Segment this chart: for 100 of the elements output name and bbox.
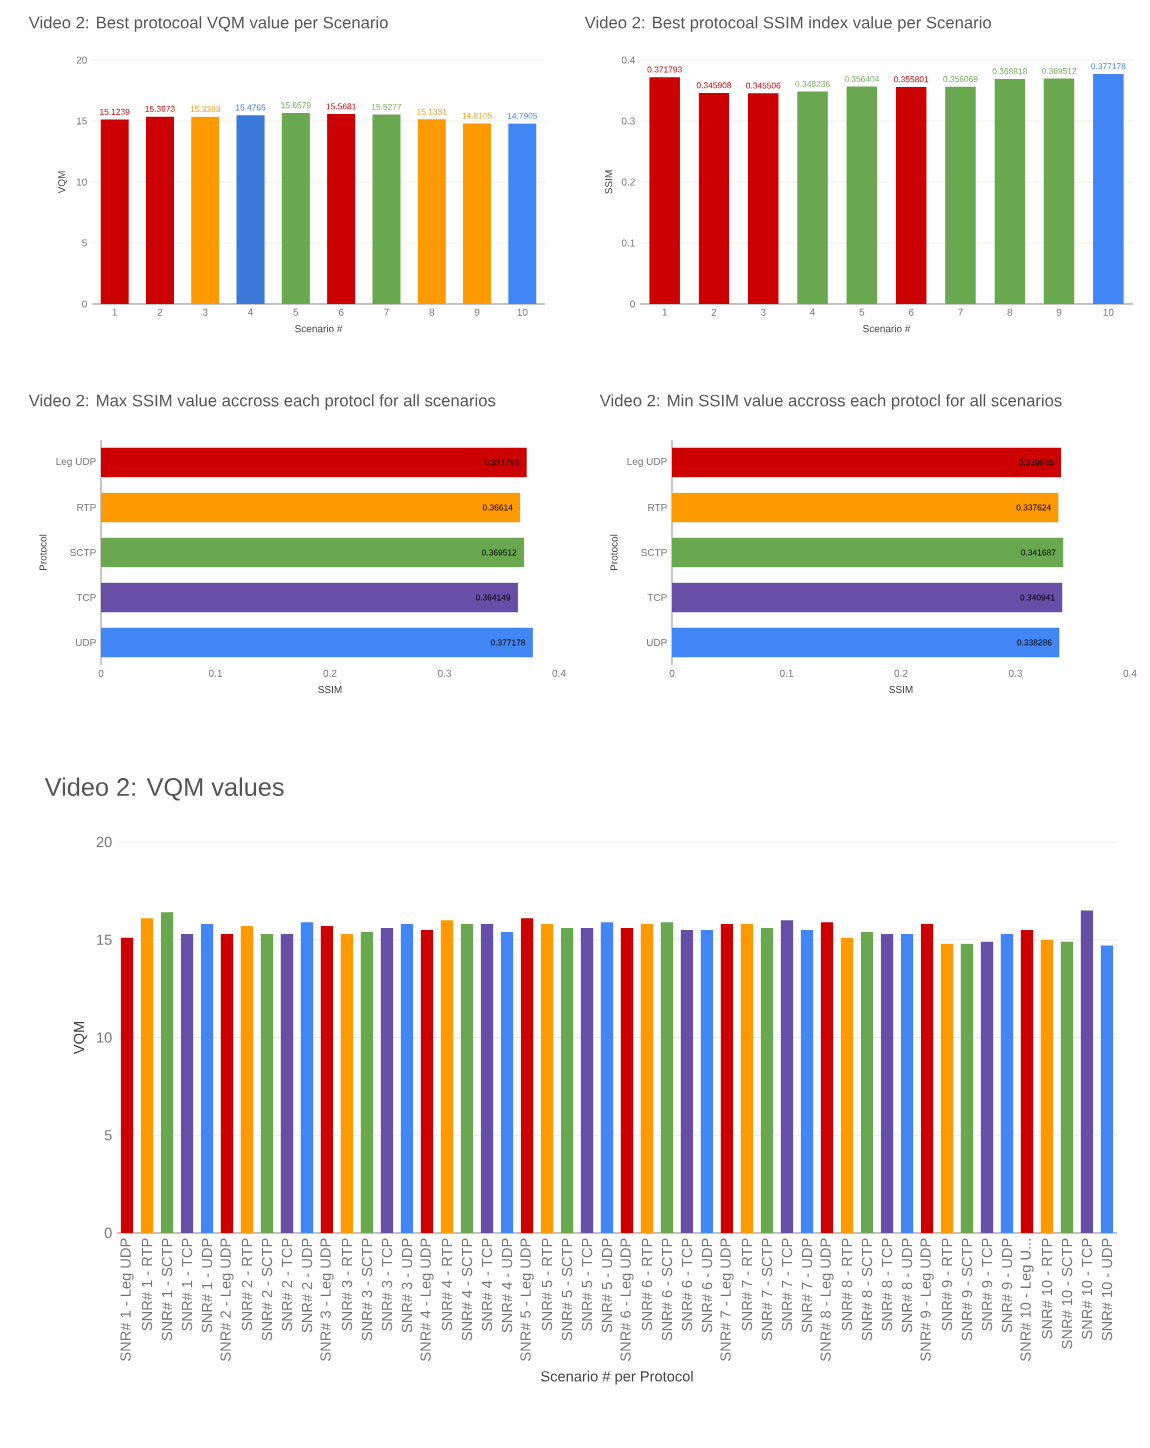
x-tick-label: 0.2 bbox=[894, 669, 908, 677]
x-tick-label: 0.4 bbox=[552, 669, 566, 677]
y-axis-title: VQM bbox=[73, 1022, 87, 1055]
data-label: 0.345506 bbox=[746, 82, 781, 89]
data-label: 0.356069 bbox=[943, 76, 978, 83]
x-tick-label: SNR# 10 - TCP bbox=[1081, 1238, 1093, 1339]
x-tick-label: 4 bbox=[248, 308, 254, 316]
y-tick-label: UDP bbox=[646, 639, 667, 646]
bar bbox=[508, 123, 537, 304]
x-tick-label: SNR# 1 - TCP bbox=[181, 1238, 193, 1331]
y-tick-label: 0.2 bbox=[621, 178, 635, 186]
x-tick-label: 4 bbox=[810, 308, 816, 316]
x-tick-label: 2 bbox=[157, 308, 163, 316]
bar bbox=[145, 116, 174, 304]
bar bbox=[236, 115, 265, 304]
x-tick-label: SNR# 10 - SCTP bbox=[1061, 1238, 1073, 1349]
x-tick-label: SNR# 2 - Leg UDP bbox=[220, 1238, 234, 1361]
x-axis-title: Scenario # bbox=[295, 324, 343, 333]
x-tick-label: SNR# 1 - Leg UDP bbox=[120, 1238, 134, 1361]
x-tick-label: SNR# 6 - TCP bbox=[681, 1238, 693, 1331]
y-axis-title: Protocol bbox=[610, 534, 618, 571]
data-label: 15.1331 bbox=[417, 108, 447, 115]
data-label: 15.3673 bbox=[145, 105, 175, 112]
y-tick-label: 5 bbox=[82, 239, 87, 247]
x-tick-label: SNR# 6 - UDP bbox=[701, 1238, 713, 1333]
bar bbox=[994, 79, 1026, 304]
data-label: 14.8105 bbox=[462, 112, 492, 119]
bar bbox=[797, 91, 828, 304]
x-tick-label: SNR# 8 - RTP bbox=[841, 1238, 853, 1331]
x-tick-label: 0.2 bbox=[323, 669, 337, 677]
bar bbox=[1093, 73, 1124, 304]
x-tick-label: SNR# 2 - TCP bbox=[281, 1238, 293, 1331]
data-label: 0.341687 bbox=[1021, 549, 1056, 556]
data-label: 0.368818 bbox=[992, 68, 1027, 75]
bar bbox=[895, 86, 927, 304]
x-tick-label: SNR# 8 - UDP bbox=[901, 1238, 913, 1333]
data-label: 0.377178 bbox=[490, 639, 526, 646]
x-tick-label: 9 bbox=[474, 308, 480, 316]
data-label: 15.1239 bbox=[100, 108, 130, 115]
bar bbox=[372, 114, 401, 304]
x-tick-label: SNR# 5 - RTP bbox=[541, 1238, 553, 1331]
x-tick-label: 1 bbox=[662, 308, 667, 316]
x-tick-label: SNR# 2 - UDP bbox=[301, 1238, 313, 1333]
x-tick-label: 10 bbox=[517, 308, 528, 316]
data-label: 0.345908 bbox=[696, 82, 732, 89]
bar bbox=[698, 92, 730, 304]
x-tick-label: 7 bbox=[958, 308, 963, 316]
x-tick-label: 1 bbox=[112, 308, 117, 316]
x-tick-label: SNR# 3 - RTP bbox=[341, 1238, 353, 1331]
x-tick-label: 3 bbox=[202, 308, 208, 316]
data-label: 0.364149 bbox=[475, 594, 511, 601]
bar bbox=[417, 119, 446, 304]
y-tick-label: 15 bbox=[76, 117, 87, 125]
y-axis-title: SSIM bbox=[605, 170, 613, 194]
x-tick-label: SNR# 4 - SCTP bbox=[461, 1238, 473, 1341]
x-tick-label: SNR# 10 - RTP bbox=[1041, 1238, 1053, 1339]
x-tick-label: SNR# 1 - RTP bbox=[141, 1238, 153, 1331]
chart-title: Video 2: Max SSIM value accross each protocl for all scenarios bbox=[28, 394, 496, 410]
y-axis-title: Protocol bbox=[39, 534, 47, 571]
x-tick-label: SNR# 10 - Leg U... bbox=[1020, 1239, 1034, 1361]
x-tick-label: SNR# 6 - Leg UDP bbox=[620, 1238, 634, 1361]
x-tick-label: SNR# 4 - UDP bbox=[501, 1238, 513, 1333]
x-tick-label: 6 bbox=[908, 308, 914, 316]
x-tick-label: 0.4 bbox=[1123, 669, 1137, 677]
x-tick-label: 5 bbox=[293, 308, 299, 316]
x-tick-label: SNR# 9 - SCTP bbox=[961, 1238, 973, 1341]
x-tick-label: SNR# 3 - SCTP bbox=[361, 1238, 373, 1341]
x-tick-label: 3 bbox=[760, 308, 766, 316]
y-tick-label: 0 bbox=[82, 300, 87, 308]
y-tick-label: 0.3 bbox=[621, 117, 635, 125]
x-tick-label: 7 bbox=[384, 308, 389, 316]
x-tick-label: 0 bbox=[669, 669, 675, 677]
data-label: 15.3383 bbox=[190, 106, 221, 113]
x-tick-label: 10 bbox=[1103, 308, 1114, 316]
data-label: 15.6579 bbox=[281, 102, 311, 109]
x-tick-label: SNR# 1 - UDP bbox=[201, 1238, 213, 1333]
y-tick-label: Leg UDP bbox=[56, 458, 96, 467]
y-tick-label: RTP bbox=[648, 504, 667, 511]
bar bbox=[463, 123, 492, 304]
x-tick-label: 8 bbox=[1007, 308, 1013, 316]
y-tick-label: RTP bbox=[77, 504, 96, 511]
y-tick-label: SCTP bbox=[70, 548, 96, 557]
x-tick-label: 2 bbox=[711, 308, 717, 316]
x-tick-label: SNR# 8 - TCP bbox=[881, 1238, 893, 1331]
data-label: 15.4765 bbox=[236, 104, 266, 111]
y-tick-label: UDP bbox=[75, 639, 96, 646]
data-label: 0.337624 bbox=[1016, 504, 1051, 511]
data-label: 0.338286 bbox=[1017, 639, 1052, 646]
y-axis-title: VQM bbox=[58, 171, 67, 194]
y-tick-label: 0.4 bbox=[621, 56, 635, 64]
data-label: 0.36614 bbox=[482, 504, 513, 511]
data-label: 0.355801 bbox=[893, 76, 929, 83]
x-tick-label: SNR# 9 - TCP bbox=[981, 1238, 993, 1331]
x-tick-label: SNR# 8 - SCTP bbox=[861, 1238, 873, 1341]
x-tick-label: SNR# 6 - RTP bbox=[641, 1238, 653, 1331]
data-label: 14.7905 bbox=[507, 112, 538, 119]
x-tick-label: SNR# 4 - TCP bbox=[481, 1238, 493, 1331]
bar bbox=[1043, 78, 1075, 304]
x-tick-label: SNR# 3 - Leg UDP bbox=[320, 1238, 334, 1361]
x-tick-label: SNR# 6 - SCTP bbox=[661, 1238, 673, 1341]
